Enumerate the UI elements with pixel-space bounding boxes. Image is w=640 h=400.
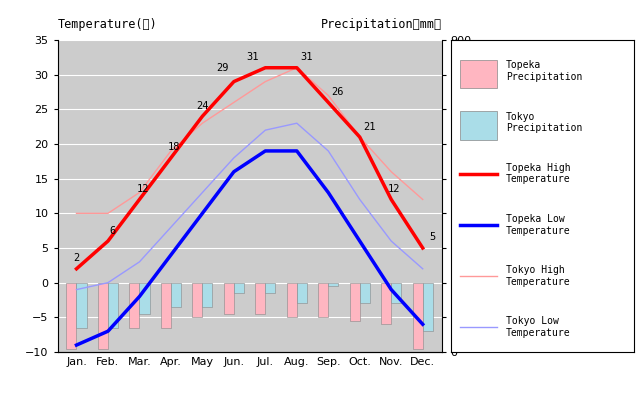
Bar xyxy=(224,283,234,314)
Bar xyxy=(422,283,433,331)
Text: Tokyo High
Temperature: Tokyo High Temperature xyxy=(506,265,570,287)
Bar xyxy=(140,283,150,314)
Bar xyxy=(67,283,77,348)
Text: Topeka Low
Temperature: Topeka Low Temperature xyxy=(506,214,570,236)
Bar xyxy=(77,283,86,328)
Text: Tokyo Low
Temperature: Tokyo Low Temperature xyxy=(506,316,570,338)
Bar xyxy=(255,283,266,314)
Text: 5: 5 xyxy=(429,232,435,242)
Bar xyxy=(234,283,244,293)
Text: Topeka
Precipitation: Topeka Precipitation xyxy=(506,60,582,82)
Text: 12: 12 xyxy=(388,184,401,194)
Bar xyxy=(391,283,401,304)
Bar xyxy=(360,283,370,304)
Text: 31: 31 xyxy=(300,52,312,62)
Text: Temperature(℃): Temperature(℃) xyxy=(58,18,157,31)
Bar xyxy=(129,283,140,328)
Text: 29: 29 xyxy=(216,63,229,73)
Bar xyxy=(266,283,275,293)
Text: 26: 26 xyxy=(332,87,344,97)
Text: 24: 24 xyxy=(196,101,209,111)
FancyBboxPatch shape xyxy=(460,112,497,140)
Bar xyxy=(161,283,171,328)
Bar xyxy=(413,283,422,348)
Bar xyxy=(202,283,212,307)
Text: Topeka High
Temperature: Topeka High Temperature xyxy=(506,163,570,184)
Bar xyxy=(108,283,118,328)
Bar xyxy=(287,283,297,317)
Bar xyxy=(318,283,328,317)
Text: 18: 18 xyxy=(168,142,180,152)
Text: 6: 6 xyxy=(109,226,116,236)
Bar xyxy=(328,283,339,286)
Text: Precipitation（mm）: Precipitation（mm） xyxy=(321,18,442,31)
Text: 12: 12 xyxy=(136,184,149,194)
Bar xyxy=(192,283,202,317)
Text: 31: 31 xyxy=(246,52,259,62)
Bar xyxy=(381,283,391,324)
Text: 2: 2 xyxy=(74,253,79,263)
Bar xyxy=(297,283,307,304)
Bar xyxy=(349,283,360,321)
Text: 21: 21 xyxy=(363,122,376,132)
Bar xyxy=(171,283,181,307)
FancyBboxPatch shape xyxy=(460,60,497,88)
Bar xyxy=(98,283,108,348)
Text: Tokyo
Precipitation: Tokyo Precipitation xyxy=(506,112,582,133)
